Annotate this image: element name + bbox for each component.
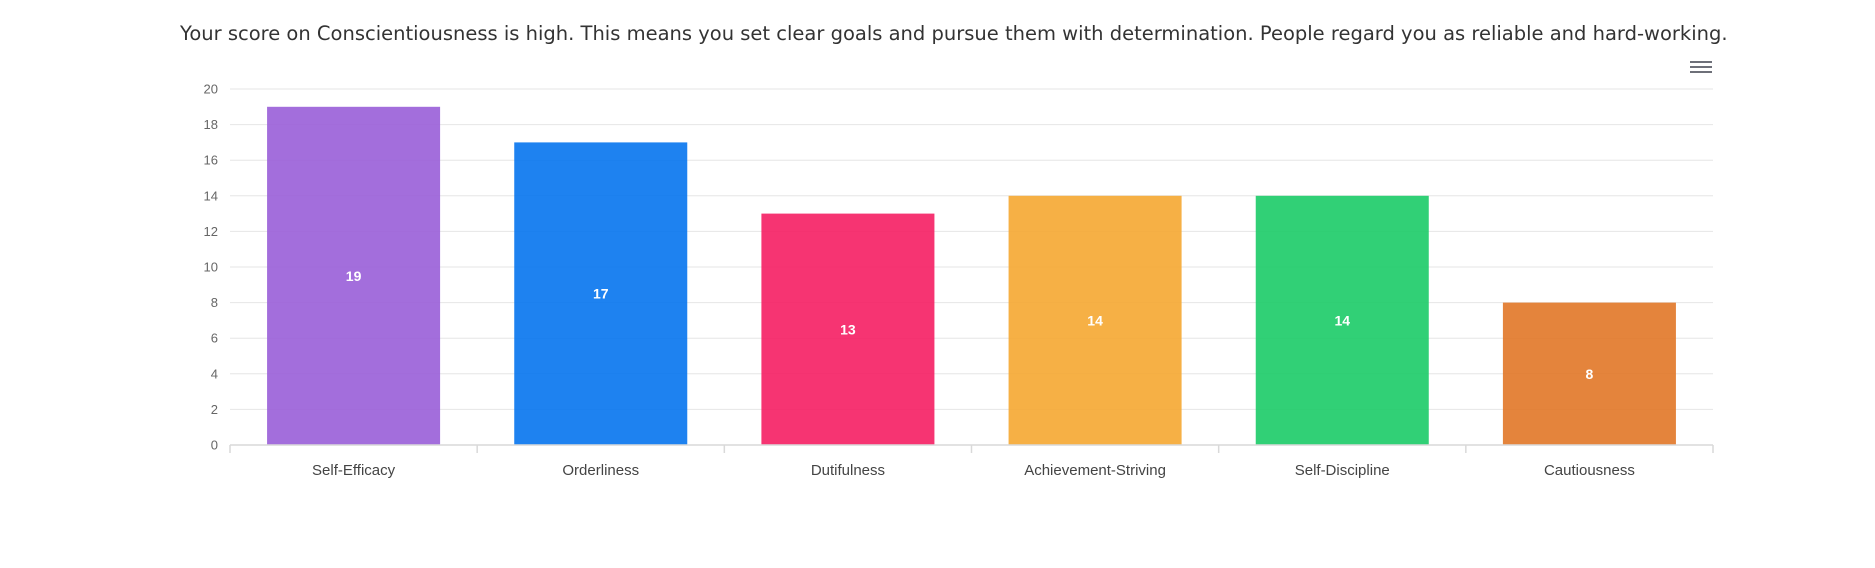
y-tick-label: 12 bbox=[204, 224, 218, 239]
y-tick-label: 0 bbox=[211, 438, 218, 453]
x-tick-label: Achievement-Striving bbox=[1024, 462, 1166, 479]
bar-orderliness[interactable] bbox=[514, 142, 688, 445]
y-tick-label: 18 bbox=[204, 117, 218, 132]
y-tick-label: 2 bbox=[211, 402, 218, 417]
bar-value-label: 13 bbox=[840, 321, 856, 337]
conscientiousness-summary: Your score on Conscientiousness is high.… bbox=[180, 22, 1728, 45]
y-tick-label: 16 bbox=[204, 153, 218, 168]
y-tick-label: 10 bbox=[204, 260, 218, 275]
bar-self-efficacy[interactable] bbox=[267, 106, 441, 446]
bar-value-label: 14 bbox=[1334, 312, 1350, 328]
bar-self-discipline[interactable] bbox=[1255, 195, 1429, 445]
y-tick-label: 6 bbox=[211, 331, 218, 346]
y-tick-label: 8 bbox=[211, 295, 218, 310]
y-tick-label: 20 bbox=[204, 82, 218, 97]
x-tick-label: Self-Discipline bbox=[1295, 462, 1390, 479]
x-tick-label: Dutifulness bbox=[811, 462, 885, 479]
data-labels: 19 17 13 14 14 8 bbox=[346, 268, 1594, 382]
y-tick-label: 14 bbox=[204, 188, 218, 203]
bar-value-label: 17 bbox=[593, 286, 609, 302]
bar-dutifulness[interactable] bbox=[761, 213, 935, 445]
bar-value-label: 8 bbox=[1586, 366, 1594, 382]
bar-value-label: 19 bbox=[346, 268, 362, 284]
chart-menu-icon[interactable] bbox=[1690, 58, 1712, 76]
bar-value-label: 14 bbox=[1087, 312, 1103, 328]
bar-cautiousness[interactable] bbox=[1502, 302, 1676, 445]
bar-achievement-striving[interactable] bbox=[1008, 195, 1182, 445]
axes: 0 2 4 6 8 10 12 14 16 18 20 Self-Efficacy Orderlines… bbox=[204, 82, 1714, 479]
x-tick-label: Orderliness bbox=[562, 462, 639, 479]
x-tick-label: Self-Efficacy bbox=[312, 462, 396, 479]
bars bbox=[267, 106, 1676, 446]
grid-lines bbox=[230, 88, 1713, 410]
x-tick-label: Cautiousness bbox=[1544, 462, 1635, 479]
y-tick-label: 4 bbox=[211, 366, 218, 381]
